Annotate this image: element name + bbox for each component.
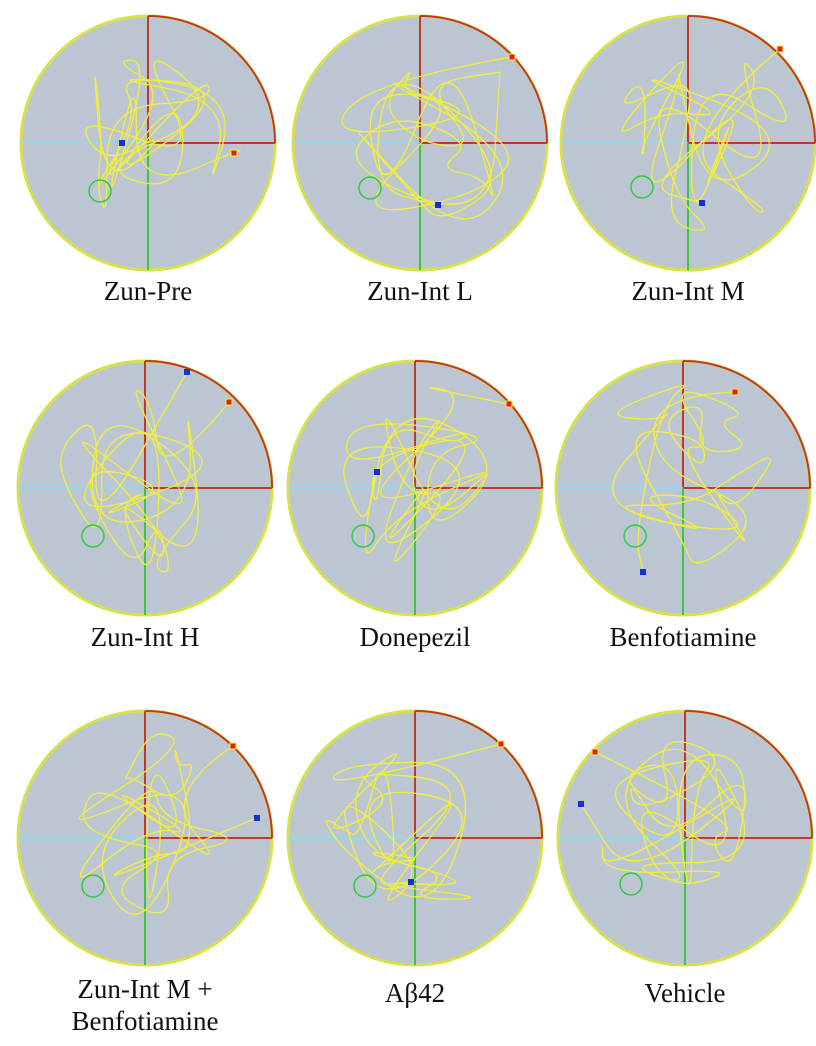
- maze-panel: Donepezil: [288, 361, 542, 652]
- start-marker: [226, 399, 232, 405]
- end-marker: [699, 200, 705, 206]
- end-marker: [254, 815, 260, 821]
- end-marker: [408, 879, 414, 885]
- start-marker: [230, 743, 236, 749]
- maze-panel: Zun-Int H: [18, 361, 272, 652]
- panel-label: Zun-Int L: [367, 276, 473, 306]
- start-marker: [592, 749, 598, 755]
- maze-panel: Zun-Int M +Benfotiamine: [18, 711, 272, 1036]
- start-marker: [732, 389, 738, 395]
- panel-label: Vehicle: [645, 978, 726, 1008]
- end-marker: [119, 140, 125, 146]
- panel-label: Aβ42: [385, 978, 445, 1008]
- maze-panel: Benfotiamine: [556, 361, 810, 652]
- start-marker: [231, 150, 237, 156]
- panel-label: Zun-Pre: [104, 276, 192, 306]
- maze-panel: Vehicle: [558, 711, 812, 1008]
- end-marker: [435, 202, 441, 208]
- panel-label: Zun-Int M +: [77, 974, 212, 1004]
- maze-panel: Zun-Int M: [561, 16, 815, 306]
- maze-panel: Zun-Int L: [293, 16, 547, 306]
- end-marker: [184, 369, 190, 375]
- start-marker: [777, 46, 783, 52]
- end-marker: [578, 801, 584, 807]
- end-marker: [374, 469, 380, 475]
- start-marker: [509, 54, 515, 60]
- panel-label: Zun-Int H: [91, 622, 200, 652]
- start-marker: [498, 741, 504, 747]
- start-marker: [506, 401, 512, 407]
- maze-panel: Aβ42: [288, 711, 542, 1008]
- panel-label: Benfotiamine: [610, 622, 757, 652]
- panel-label: Zun-Int M: [631, 276, 744, 306]
- end-marker: [640, 569, 646, 575]
- panel-label: Donepezil: [360, 622, 471, 652]
- figure: Zun-Pre Zun-Int L Zun-Int M Zun-Int H Donepe…: [0, 0, 816, 1046]
- maze-panel: Zun-Pre: [21, 16, 275, 306]
- panel-label: Benfotiamine: [72, 1006, 219, 1036]
